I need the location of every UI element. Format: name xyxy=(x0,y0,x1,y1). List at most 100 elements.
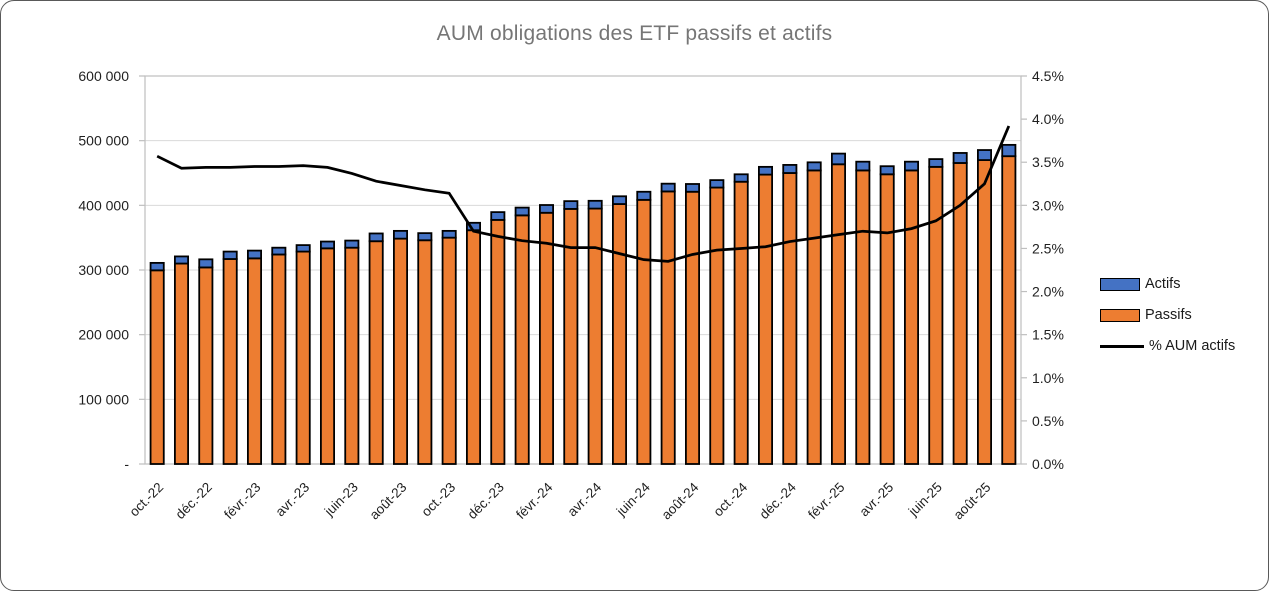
bar-actifs xyxy=(490,211,506,221)
bar-actifs xyxy=(319,240,335,250)
axis-ticks xyxy=(139,75,1027,465)
y-left-axis-labels: 600 000 500 000 400 000 300 000 200 000 100 0… xyxy=(78,68,129,472)
x-tick-label: juin-25 xyxy=(905,480,945,520)
bar-passifs xyxy=(685,190,701,465)
bar-passifs xyxy=(1001,155,1017,465)
bar-passifs xyxy=(709,186,725,465)
x-tick-label: août-23 xyxy=(367,480,410,523)
y-left-tick-label: 300 000 xyxy=(78,262,129,278)
bar-passifs xyxy=(319,247,335,465)
x-tick-label: juin-24 xyxy=(613,479,653,519)
y-left-tick-label: 100 000 xyxy=(78,391,129,407)
x-tick-label: févr.-25 xyxy=(805,480,847,522)
bar-passifs xyxy=(417,239,433,465)
bar-actifs xyxy=(368,232,384,243)
bar-passifs xyxy=(758,173,774,465)
x-tick-label: juin-23 xyxy=(321,480,361,520)
bar-actifs xyxy=(831,152,847,166)
bar-passifs xyxy=(612,203,628,465)
x-axis-labels: oct.-22 déc.-22 févr.-23 avr.-23 juin-23 août… xyxy=(126,479,993,522)
legend-line-sample xyxy=(1100,344,1144,348)
legend-item-pct-line: % AUM actifs xyxy=(1100,338,1235,354)
y-left-tick-label: 500 000 xyxy=(78,133,129,149)
bar-actifs xyxy=(441,229,457,239)
y-left-tick-label: 400 000 xyxy=(78,197,129,213)
legend-label-actifs: Actifs xyxy=(1145,276,1181,292)
y-right-tick-label: 3.5% xyxy=(1032,154,1064,170)
bar-actifs xyxy=(1001,143,1017,158)
bar-passifs xyxy=(368,240,384,465)
bar-actifs xyxy=(246,249,262,260)
bar-passifs xyxy=(636,198,652,465)
bar-actifs xyxy=(928,158,944,168)
x-tick-label: août-24 xyxy=(659,479,702,522)
y-right-tick-label: 4.5% xyxy=(1032,68,1064,84)
bars-passifs xyxy=(149,155,1017,465)
chart-title: AUM obligations des ETF passifs et actif… xyxy=(436,22,833,45)
bar-passifs xyxy=(733,180,749,465)
bar-passifs xyxy=(879,173,895,465)
legend-swatch-passifs xyxy=(1100,308,1140,322)
bar-passifs xyxy=(490,218,506,465)
bar-actifs xyxy=(636,190,652,201)
bar-actifs xyxy=(685,183,701,193)
bar-actifs xyxy=(271,246,287,256)
bar-actifs xyxy=(222,250,238,260)
y-left-tick-label: - xyxy=(124,456,129,472)
bar-actifs xyxy=(612,195,628,205)
y-right-tick-label: 2.5% xyxy=(1032,240,1064,256)
x-tick-label: déc.-22 xyxy=(173,480,215,522)
bar-passifs xyxy=(465,229,481,465)
bar-actifs xyxy=(295,244,311,253)
bar-passifs xyxy=(246,257,262,465)
bar-actifs xyxy=(392,229,408,240)
bar-actifs xyxy=(855,160,871,172)
legend-item-passifs: Passifs xyxy=(1100,307,1235,323)
bars-actifs xyxy=(149,143,1017,272)
bar-passifs xyxy=(831,163,847,465)
bar-actifs xyxy=(198,258,214,269)
bar-passifs xyxy=(514,214,530,465)
y-right-tick-label: 0.5% xyxy=(1032,413,1064,429)
legend-swatch-actifs xyxy=(1100,277,1140,291)
bar-passifs xyxy=(855,169,871,465)
bar-passifs xyxy=(977,159,993,465)
y-right-tick-label: 1.0% xyxy=(1032,370,1064,386)
gridlines xyxy=(145,140,1021,400)
bar-passifs xyxy=(295,250,311,465)
bar-passifs xyxy=(222,258,238,465)
legend-label-pct-line: % AUM actifs xyxy=(1149,338,1236,354)
bar-passifs xyxy=(904,169,920,465)
bar-passifs xyxy=(928,165,944,465)
bar-passifs xyxy=(271,253,287,465)
x-tick-label: févr.-24 xyxy=(513,479,556,522)
bar-passifs xyxy=(660,190,676,465)
y-right-tick-label: 3.0% xyxy=(1032,197,1064,213)
bar-actifs xyxy=(952,152,968,164)
legend-label-passifs: Passifs xyxy=(1145,307,1192,323)
bar-passifs xyxy=(539,211,555,465)
y-left-tick-label: 600 000 xyxy=(78,68,129,84)
chart-legend: Actifs Passifs % AUM actifs xyxy=(1100,276,1235,354)
bar-actifs xyxy=(758,165,774,176)
bar-passifs xyxy=(782,172,798,465)
x-tick-label: déc.-24 xyxy=(757,479,800,522)
bar-actifs xyxy=(587,199,603,210)
bar-passifs xyxy=(198,266,214,465)
x-tick-label: févr.-23 xyxy=(221,480,263,522)
bar-actifs xyxy=(539,204,555,214)
bar-actifs xyxy=(782,164,798,174)
y-right-tick-label: 2.0% xyxy=(1032,284,1064,300)
x-tick-label: avr.-24 xyxy=(564,479,604,519)
x-tick-label: août-25 xyxy=(951,480,994,523)
bar-actifs xyxy=(514,206,530,217)
pct-aum-actifs-line xyxy=(156,125,1011,263)
bar-actifs xyxy=(563,200,579,210)
bar-actifs xyxy=(660,182,676,193)
x-tick-label: oct.-23 xyxy=(418,480,458,520)
x-tick-label: avr.-23 xyxy=(272,480,312,520)
bar-actifs xyxy=(806,161,822,172)
x-tick-label: avr.-25 xyxy=(856,480,896,520)
x-tick-label: oct.-24 xyxy=(710,479,750,519)
